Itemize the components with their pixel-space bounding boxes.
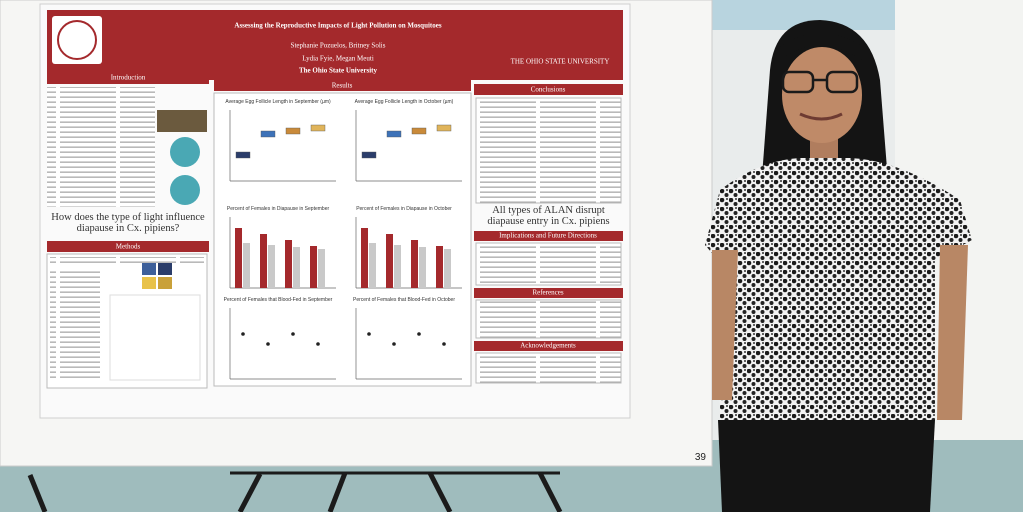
point — [417, 332, 421, 336]
body-text — [475, 242, 622, 286]
point — [367, 332, 371, 336]
hair-top — [778, 33, 865, 62]
bar — [411, 240, 418, 288]
logo-ring — [57, 20, 97, 60]
section-title: Acknowledgements — [520, 342, 576, 350]
icon — [170, 175, 200, 205]
body-text — [50, 257, 204, 265]
easel — [27, 471, 563, 512]
box — [411, 127, 427, 135]
section-title: Conclusions — [531, 86, 566, 94]
body-text — [475, 352, 622, 384]
section-title: Implications and Future Directions — [499, 232, 597, 240]
university-logo: THE OHIO STATE UNIVERSITY — [511, 58, 610, 66]
bar — [285, 240, 292, 288]
section-title: Results — [332, 82, 353, 90]
authors: Stephanie Pozuelos, Britney Solis — [291, 42, 386, 50]
figures: Average Egg Follicle Length in September… — [224, 99, 462, 380]
light-icon — [158, 277, 172, 289]
box — [386, 130, 402, 138]
box — [235, 151, 251, 159]
bar — [436, 246, 443, 288]
authors: Lydia Fyie, Megan Meuti — [302, 55, 374, 63]
section-header — [47, 72, 209, 84]
body-text — [50, 268, 100, 380]
section-header — [474, 341, 623, 351]
section-title: Introduction — [111, 74, 146, 82]
icon — [170, 137, 200, 167]
bar — [318, 249, 325, 288]
bar — [293, 247, 300, 288]
diagram — [109, 294, 201, 381]
arm — [937, 245, 968, 420]
arm — [712, 250, 738, 400]
shirt — [705, 158, 972, 420]
section-header — [47, 241, 209, 252]
bar — [268, 245, 275, 288]
point — [266, 342, 270, 346]
point — [392, 342, 396, 346]
bar — [419, 247, 426, 288]
face — [782, 47, 862, 143]
body-text — [475, 97, 622, 204]
figure-title: Percent of Females in Diapause in Octobe… — [356, 206, 452, 212]
mouth — [799, 112, 843, 121]
figure-title: Percent of Females in Diapause in Septem… — [227, 206, 330, 212]
figure-title: Average Egg Follicle Length in September… — [225, 99, 331, 105]
box — [436, 124, 452, 132]
point — [241, 332, 245, 336]
takeaway: All types of ALAN disrupt diapause entry… — [487, 205, 610, 227]
box — [310, 124, 326, 132]
title: Assessing the Reproductive Impacts of Li… — [234, 22, 441, 30]
body-text — [47, 87, 155, 207]
question-box: How does the type of light influence dia… — [51, 212, 205, 234]
results-box — [213, 92, 472, 387]
point — [316, 342, 320, 346]
point — [291, 332, 295, 336]
figure-title: Average Egg Follicle Length in October (… — [355, 99, 454, 105]
point — [442, 342, 446, 346]
glasses — [781, 70, 859, 94]
bar — [243, 243, 250, 288]
section-header — [214, 80, 471, 91]
bar — [394, 245, 401, 288]
light-icon — [142, 263, 156, 275]
takeaway-box: All types of ALAN disrupt diapause entry… — [487, 205, 610, 227]
affiliation: The Ohio State University — [299, 67, 377, 75]
bar — [235, 228, 242, 288]
person — [705, 20, 972, 512]
body-text — [475, 299, 622, 339]
section-header — [474, 84, 623, 95]
pants — [718, 420, 935, 512]
box — [285, 127, 301, 135]
question: How does the type of light influence dia… — [51, 212, 205, 234]
title-banner — [47, 10, 623, 80]
light-icon — [142, 277, 156, 289]
bar — [444, 249, 451, 288]
bar — [369, 243, 376, 288]
section-header — [474, 288, 623, 298]
photo — [157, 110, 207, 132]
box — [260, 130, 276, 138]
logo — [52, 16, 102, 64]
bar — [260, 234, 267, 288]
light-icon — [158, 263, 172, 275]
bar — [386, 234, 393, 288]
figure-title: Percent of Females that Blood-Fed in Sep… — [224, 297, 333, 303]
section-header — [474, 231, 623, 241]
section-title: Methods — [116, 243, 141, 251]
bar — [310, 246, 317, 288]
board-number: 39 — [695, 452, 707, 463]
section-title: References — [532, 289, 563, 297]
box — [361, 151, 377, 159]
bar — [361, 228, 368, 288]
figure-title: Percent of Females that Blood-Fed in Oct… — [353, 297, 455, 303]
